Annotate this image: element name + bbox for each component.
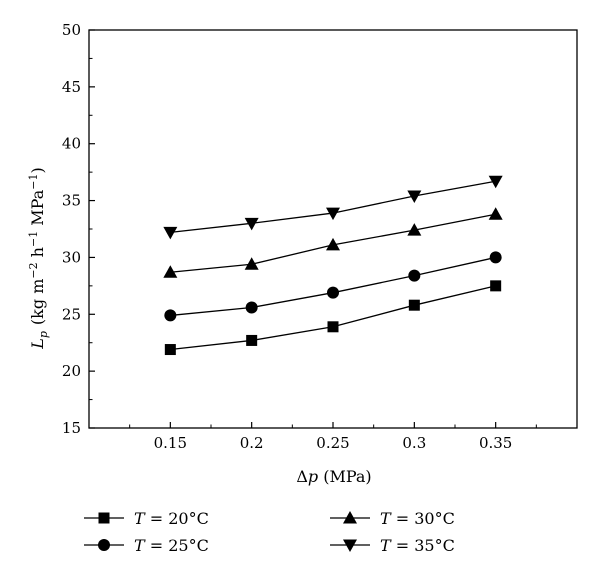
x-tick-label: 0.25: [316, 434, 349, 452]
data-point: [408, 299, 420, 311]
legend-item: T = 20°C: [84, 509, 209, 528]
data-point: [408, 269, 421, 282]
data-point: [327, 321, 339, 333]
legend-label: T = 30°C: [380, 509, 455, 528]
y-tick-label: 30: [62, 248, 81, 266]
data-point: [245, 301, 258, 314]
data-point: [163, 226, 178, 240]
data-point: [164, 344, 176, 356]
y-axis-label: Lp(kg m−2 h−1 MPa−1): [27, 167, 50, 349]
legend-label: T = 35°C: [380, 536, 455, 555]
series-line: [170, 180, 496, 234]
legend-marker: [98, 512, 110, 524]
legend-marker: [343, 511, 357, 524]
data-point: [163, 265, 178, 278]
data-point: [244, 257, 259, 270]
x-tick-label: 0.15: [154, 434, 187, 452]
y-axis: 15 20 25 30 35 40 45 50: [62, 21, 95, 437]
y-tick-label: 35: [62, 192, 81, 210]
data-point: [326, 207, 340, 221]
legend-item: T = 25°C: [84, 536, 209, 555]
data-point: [326, 237, 340, 251]
data-point: [488, 175, 503, 189]
legend-item: T = 30°C: [330, 509, 455, 528]
data-point: [489, 251, 502, 264]
series-layer: [163, 175, 503, 356]
data-point: [164, 309, 177, 322]
legend-label: T = 25°C: [134, 536, 209, 555]
legend-marker: [98, 539, 110, 551]
y-tick-label: 25: [62, 305, 81, 323]
y-tick-label: 15: [62, 419, 81, 437]
data-point: [246, 334, 258, 346]
series-circle: [164, 251, 502, 322]
y-tick-label: 45: [62, 78, 81, 96]
x-axis-label: Δp (MPa): [296, 467, 371, 486]
x-tick-label: 0.2: [240, 434, 264, 452]
x-tick-label: 0.3: [402, 434, 426, 452]
x-axis: 0.15 0.2 0.25 0.3 0.35: [129, 422, 537, 452]
data-point: [490, 280, 502, 292]
data-point: [488, 207, 503, 220]
data-point: [327, 286, 339, 299]
series-triangle-down: [163, 175, 503, 240]
series-triangle-up: [163, 207, 503, 278]
legend-label: T = 20°C: [134, 509, 209, 528]
y-tick-label: 20: [62, 362, 81, 380]
y-tick-label: 50: [62, 21, 81, 39]
series-line: [170, 256, 496, 317]
legend-marker: [343, 539, 357, 552]
data-point: [407, 190, 422, 204]
legend-item: T = 35°C: [330, 536, 455, 555]
x-tick-label: 0.35: [479, 434, 512, 452]
data-point: [407, 223, 422, 236]
series-square: [164, 280, 502, 356]
legend: T = 20°C T = 25°C T = 30°C T = 35°C: [84, 509, 455, 555]
y-tick-label: 40: [62, 135, 81, 153]
plot-area: [88, 29, 578, 429]
plot-frame: [88, 29, 578, 429]
data-point: [244, 217, 259, 231]
